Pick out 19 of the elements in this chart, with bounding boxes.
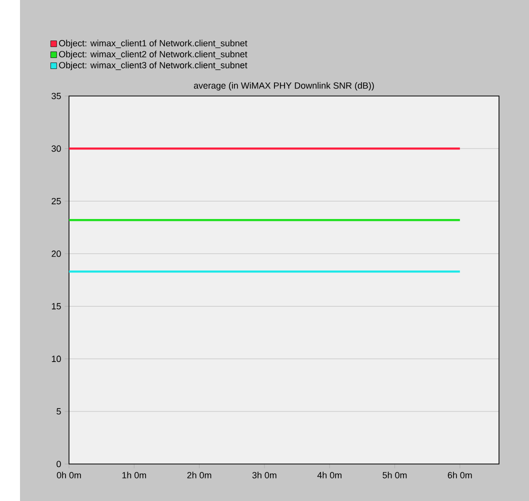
y-tick-label: 10	[52, 356, 61, 362]
x-tick-label: 1h 0m	[122, 472, 146, 478]
x-tick-label: 6h 0m	[448, 472, 472, 478]
y-tick-label: 5	[56, 408, 61, 415]
y-tick-label: 35	[52, 92, 61, 100]
y-tick-label: 25	[52, 198, 61, 204]
y-tick-label: 20	[52, 250, 61, 257]
x-tick-label: 0h 0m	[56, 472, 81, 478]
legend-label: Object: wimax_client3 of Network.client_subnet	[59, 62, 248, 70]
y-tick-label: 15	[52, 303, 61, 310]
chart-title: average (in WiMAX PHY Downlink SNR (dB))	[194, 82, 374, 90]
y-tick-label: 0	[56, 460, 61, 468]
x-tick-label: 4h 0m	[317, 472, 342, 478]
legend-label: Object: wimax_client1 of Network.client_subnet	[59, 40, 248, 48]
y-tick-label: 30	[52, 145, 61, 152]
x-tick-label: 5h 0m	[382, 472, 407, 478]
x-tick-label: 2h 0m	[187, 472, 212, 478]
x-tick-label: 3h 0m	[252, 472, 276, 478]
legend-label: Object: wimax_client2 of Network.client_subnet	[59, 50, 248, 60]
